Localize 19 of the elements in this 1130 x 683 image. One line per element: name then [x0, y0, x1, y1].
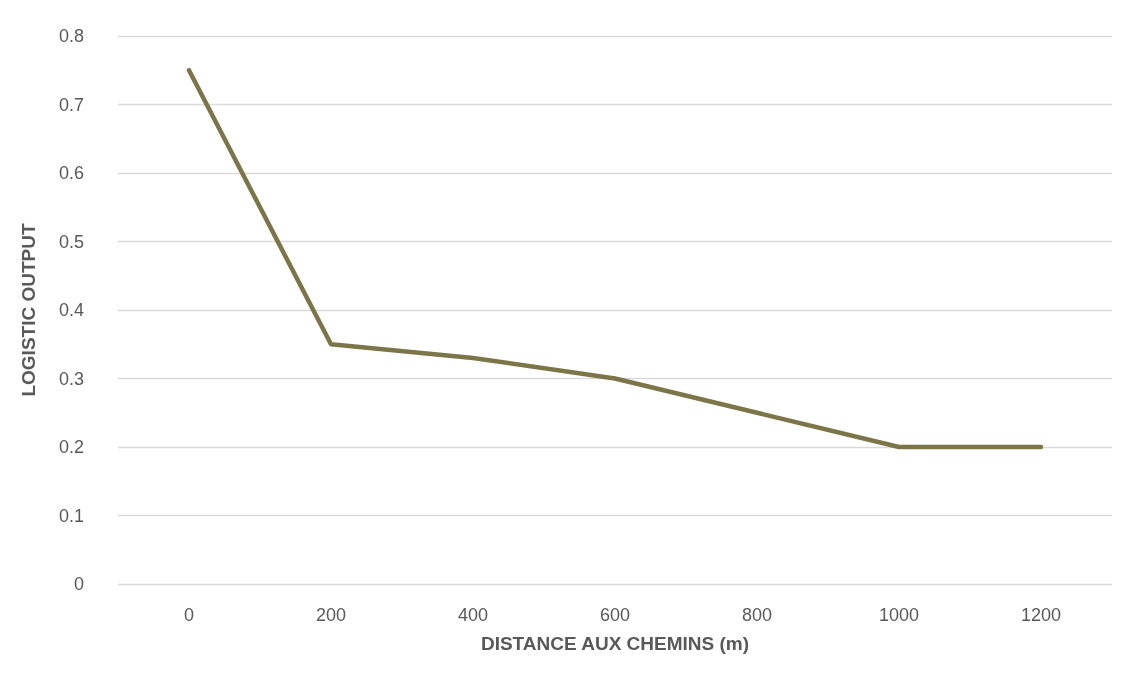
y-tick-label: 0.2 — [58, 437, 84, 457]
y-axis-title: LOGISTIC OUTPUT — [18, 223, 39, 397]
x-tick-label: 400 — [457, 605, 489, 625]
y-tick-label: 0 — [73, 574, 84, 594]
x-tick-label: 0 — [183, 605, 195, 625]
x-tick-label: 600 — [599, 605, 631, 625]
x-axis-title: DISTANCE AUX CHEMINS (m) — [480, 633, 750, 654]
x-tick-label: 800 — [741, 605, 773, 625]
y-tick-label: 0.5 — [58, 231, 84, 252]
y-tick-label: 0.7 — [58, 94, 84, 115]
x-tick-label: 1200 — [1020, 605, 1062, 625]
y-tick-label: 0.4 — [58, 300, 84, 320]
y-tick-label: 0.1 — [58, 505, 84, 526]
x-tick-label: 200 — [315, 605, 347, 625]
y-tick-label: 0.8 — [58, 26, 84, 46]
y-tick-label: 0.3 — [58, 368, 84, 389]
y-tick-label: 0.6 — [58, 163, 84, 183]
line-series — [186, 68, 1044, 450]
x-tick-label: 1000 — [878, 605, 920, 625]
